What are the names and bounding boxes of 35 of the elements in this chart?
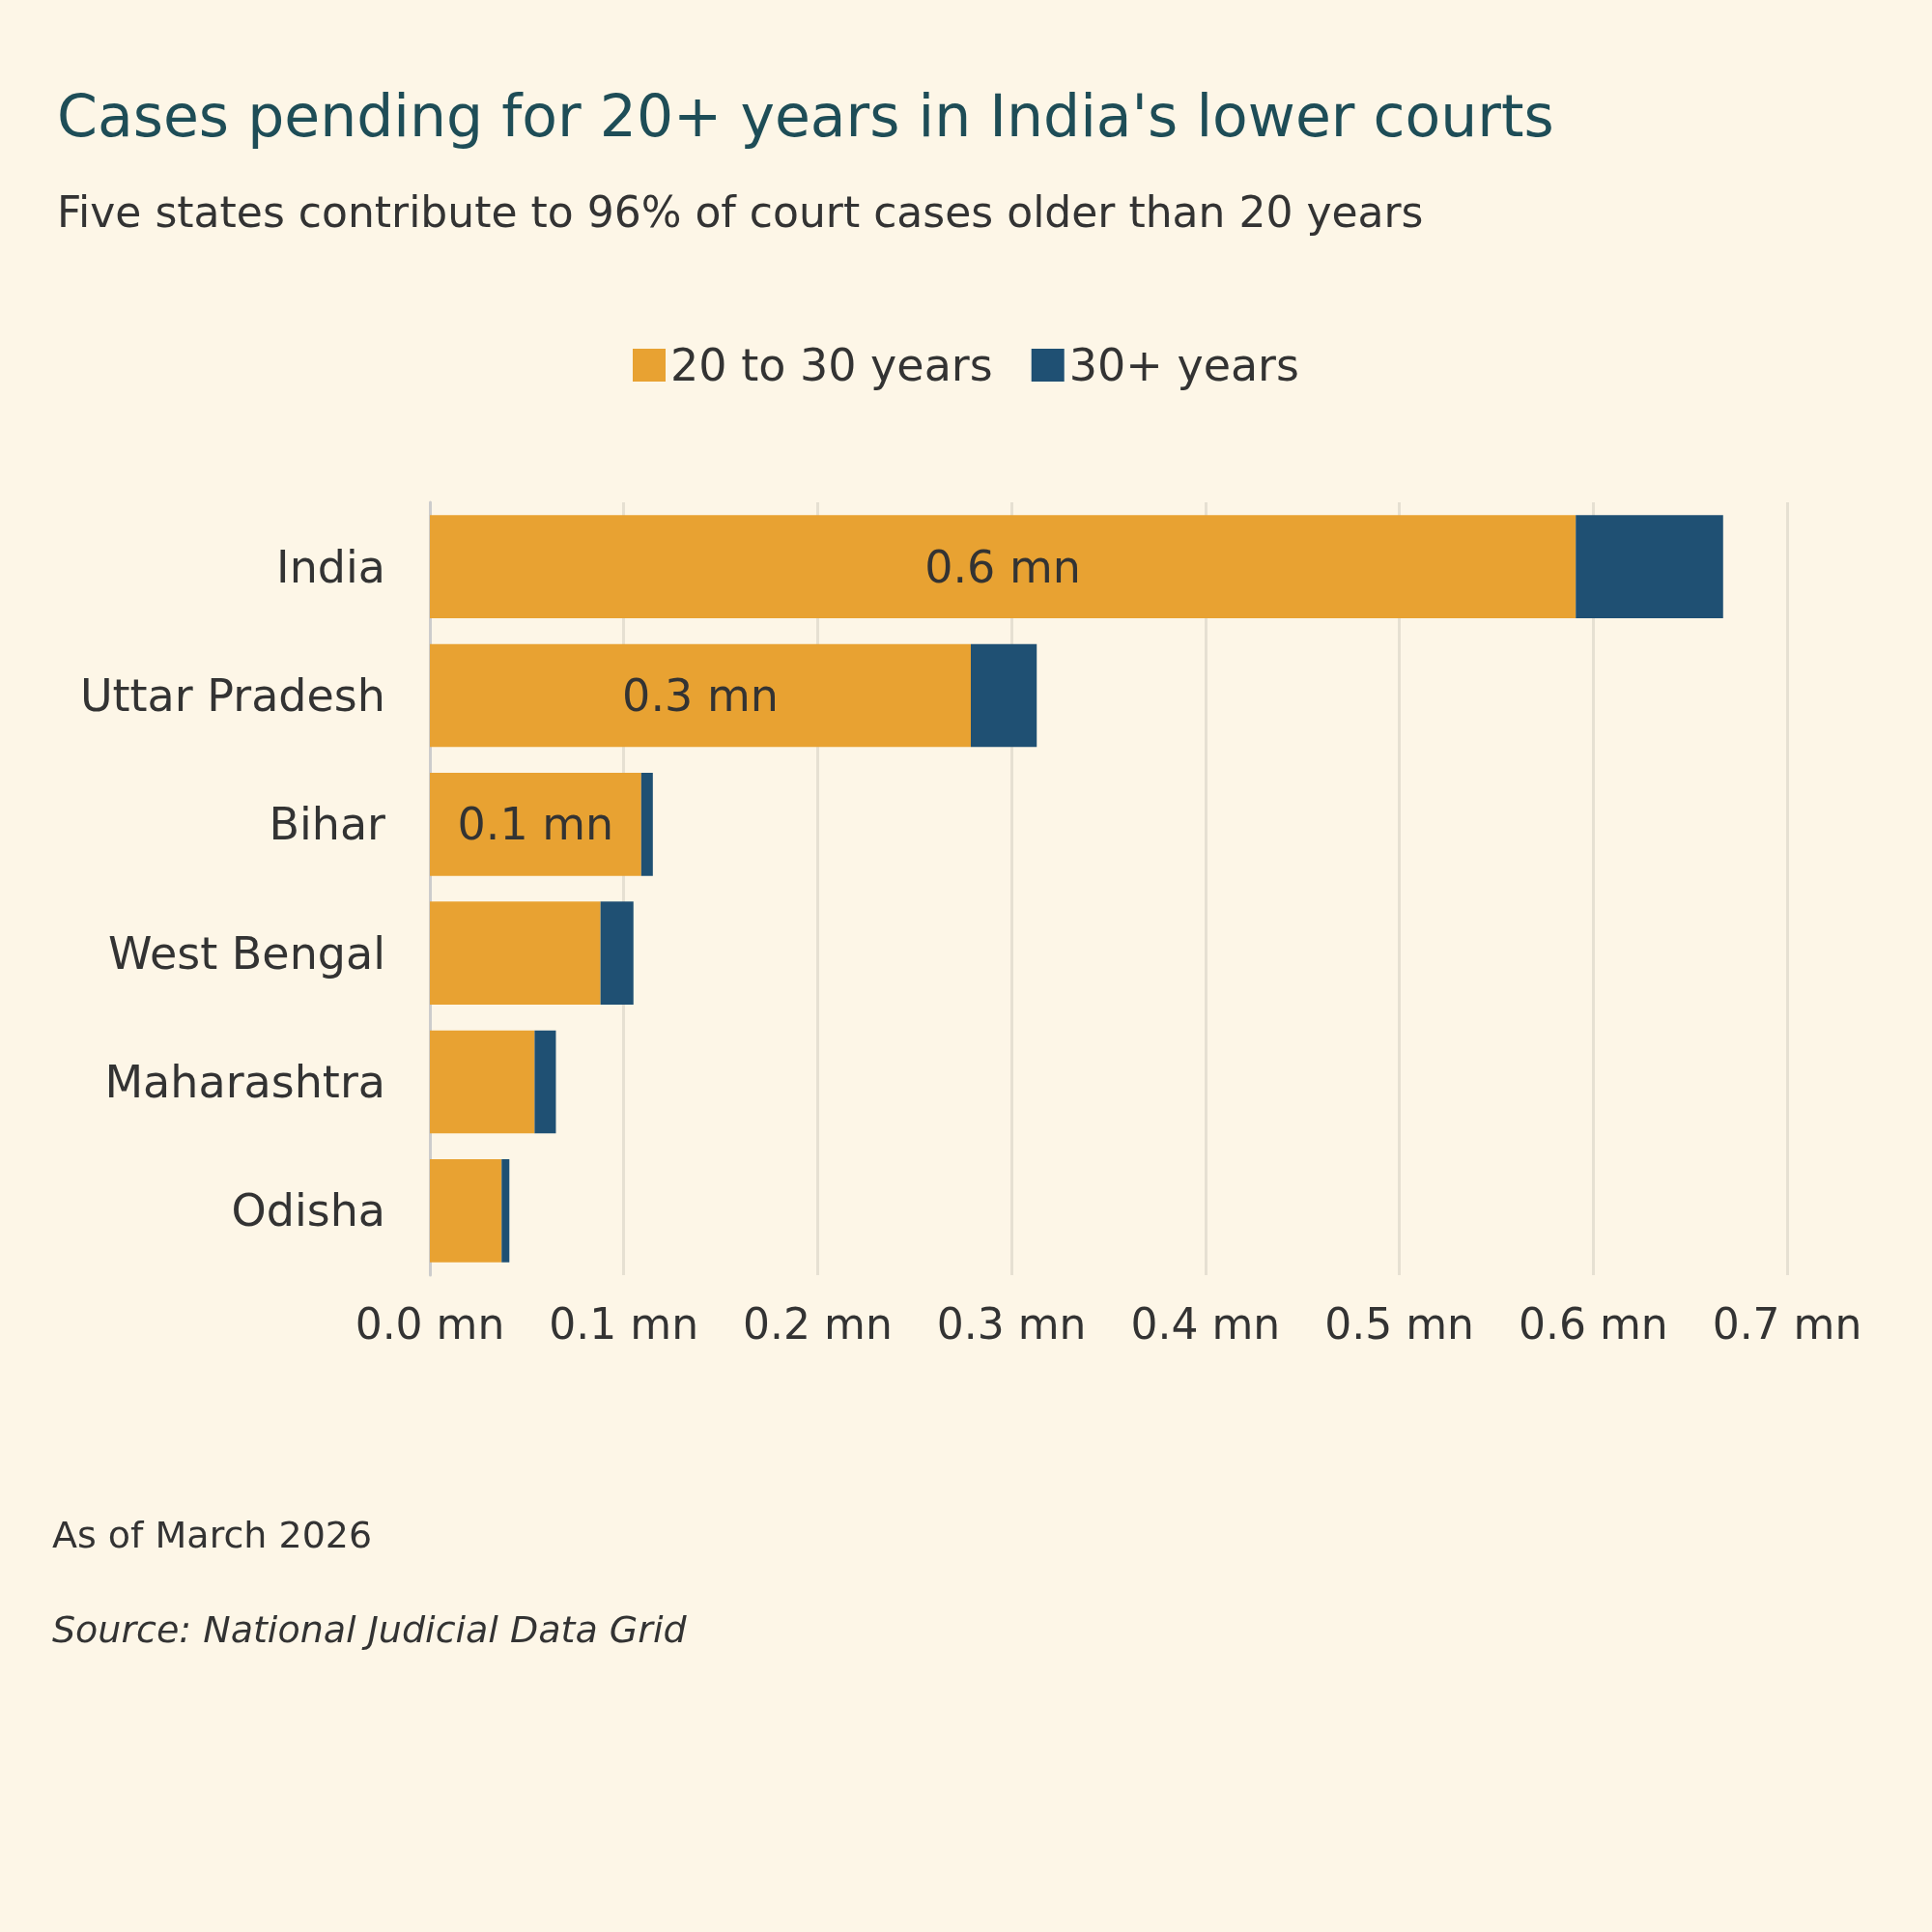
bar [430,1030,535,1134]
bar [970,643,1037,748]
legend-label: 30+ years [1068,339,1299,391]
data-label: 0.3 mn [622,669,779,722]
data-label: 0.1 mn [457,798,614,851]
bar [501,1159,510,1263]
y-tick-label: Uttar Pradesh [79,669,385,722]
bar [430,515,1577,618]
x-tick-label: 0.1 mn [549,1298,699,1349]
source-note: Source: National Judicial Data Grid [52,1608,688,1651]
x-tick-label: 0.2 mn [743,1298,893,1349]
x-tick-label: 0.4 mn [1130,1298,1281,1349]
bar [430,643,971,748]
x-tick-label: 0.3 mn [936,1298,1087,1349]
bar [600,901,634,1005]
y-tick-label: Bihar [269,798,386,851]
bar [534,1030,556,1134]
x-tick-label: 0.5 mn [1324,1298,1474,1349]
data-label: 0.6 mn [924,540,1081,593]
x-tick-label: 0.0 mn [355,1298,505,1349]
text: As of March 2026 [52,1514,373,1556]
y-tick-label: West Bengal [108,926,385,980]
y-tick-label: Odisha [231,1184,385,1237]
y-tick-label: India [276,540,385,593]
bar [430,901,601,1005]
bar [430,1159,502,1263]
bar [430,773,641,876]
legend-label: 20 to 30 years [670,339,993,391]
bar [640,773,653,876]
chart-title: Cases pending for 20+ years in India's lower courts [57,82,1554,150]
chart-subtitle: Five states contribute to 96% of court cases older than 20 years [57,186,1424,237]
bar [1576,515,1723,618]
x-tick-label: 0.7 mn [1712,1298,1862,1349]
y-tick-label: Maharashtra [104,1056,385,1108]
x-tick-label: 0.6 mn [1518,1298,1668,1349]
